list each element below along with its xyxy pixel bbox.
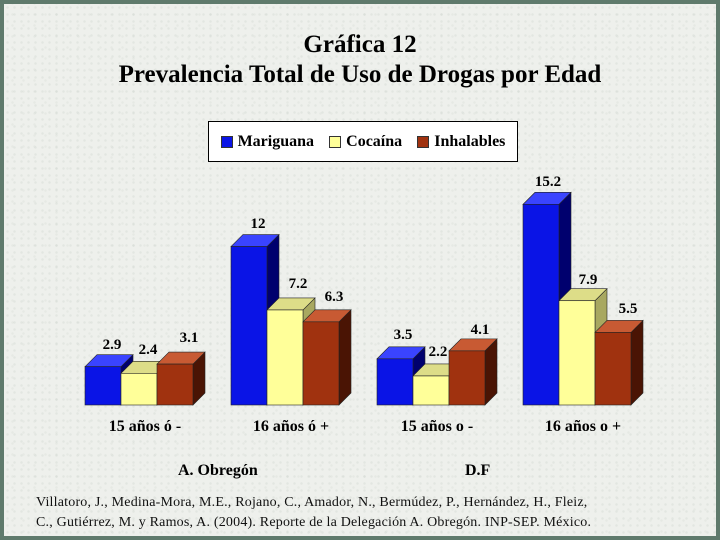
bar-2-0 (156, 363, 194, 406)
value-label-1-0: 2.4 (139, 342, 158, 358)
bar-2-2 (448, 350, 486, 406)
bar-1-2 (412, 375, 450, 406)
legend-swatch-mariguana (220, 135, 233, 148)
value-label-2-3: 5.5 (619, 301, 638, 317)
category-label-1: 16 años ó + (253, 418, 329, 435)
bar-0-1 (230, 246, 268, 406)
legend-label-cocaina: Cocaína (346, 132, 403, 150)
citation: Villatoro, J., Medina-Mora, M.E., Rojano… (36, 493, 686, 533)
bar-side-2-1 (338, 309, 352, 406)
bar-1-3 (558, 300, 596, 406)
value-label-0-2: 3.5 (394, 327, 413, 343)
chart-title: Gráfica 12 Prevalencia Total de Uso de D… (0, 30, 720, 90)
bar-side-2-3 (630, 319, 644, 406)
value-label-2-1: 6.3 (325, 289, 344, 305)
value-label-2-2: 4.1 (471, 322, 490, 338)
legend-swatch-inhalables (417, 135, 430, 148)
slide-frame (4, 4, 716, 536)
value-label-0-1: 12 (251, 216, 266, 232)
bar-0-2 (376, 358, 414, 406)
bar-1-1 (266, 309, 304, 406)
legend: Mariguana Cocaína Inhalables (208, 121, 518, 162)
value-label-1-1: 7.2 (289, 276, 308, 292)
value-label-0-3: 15.2 (535, 174, 561, 190)
legend-swatch-cocaina (329, 135, 342, 148)
title-line-1: Gráfica 12 (303, 31, 417, 58)
legend-label-inhalables: Inhalables (434, 132, 506, 150)
section-label-df: D.F (465, 462, 491, 479)
bar-2-3 (594, 332, 632, 406)
category-label-2: 15 años o - (401, 418, 473, 435)
legend-item-inhalables: Inhalables (417, 133, 505, 151)
title-line-2: Prevalencia Total de Uso de Drogas por E… (118, 61, 602, 88)
section-label-a-obregon: A. Obregón (178, 462, 258, 479)
value-label-2-0: 3.1 (180, 330, 199, 346)
category-label-0: 15 años ó - (109, 418, 181, 435)
bar-0-0 (84, 366, 122, 406)
bar-0-3 (522, 204, 560, 406)
legend-item-cocaina: Cocaína (329, 133, 402, 151)
value-label-1-2: 2.2 (429, 344, 448, 360)
citation-line-1: Villatoro, J., Medina-Mora, M.E., Rojano… (36, 495, 588, 510)
citation-line-2: C., Gutiérrez, M. y Ramos, A. (2004). Re… (36, 515, 592, 530)
legend-label-mariguana: Mariguana (237, 132, 315, 150)
legend-item-mariguana: Mariguana (220, 132, 315, 151)
value-label-1-3: 7.9 (579, 272, 598, 288)
category-label-3: 16 años o + (545, 418, 621, 435)
bar-1-0 (120, 373, 158, 406)
bar-2-1 (302, 321, 340, 406)
value-label-0-0: 2.9 (103, 337, 122, 353)
